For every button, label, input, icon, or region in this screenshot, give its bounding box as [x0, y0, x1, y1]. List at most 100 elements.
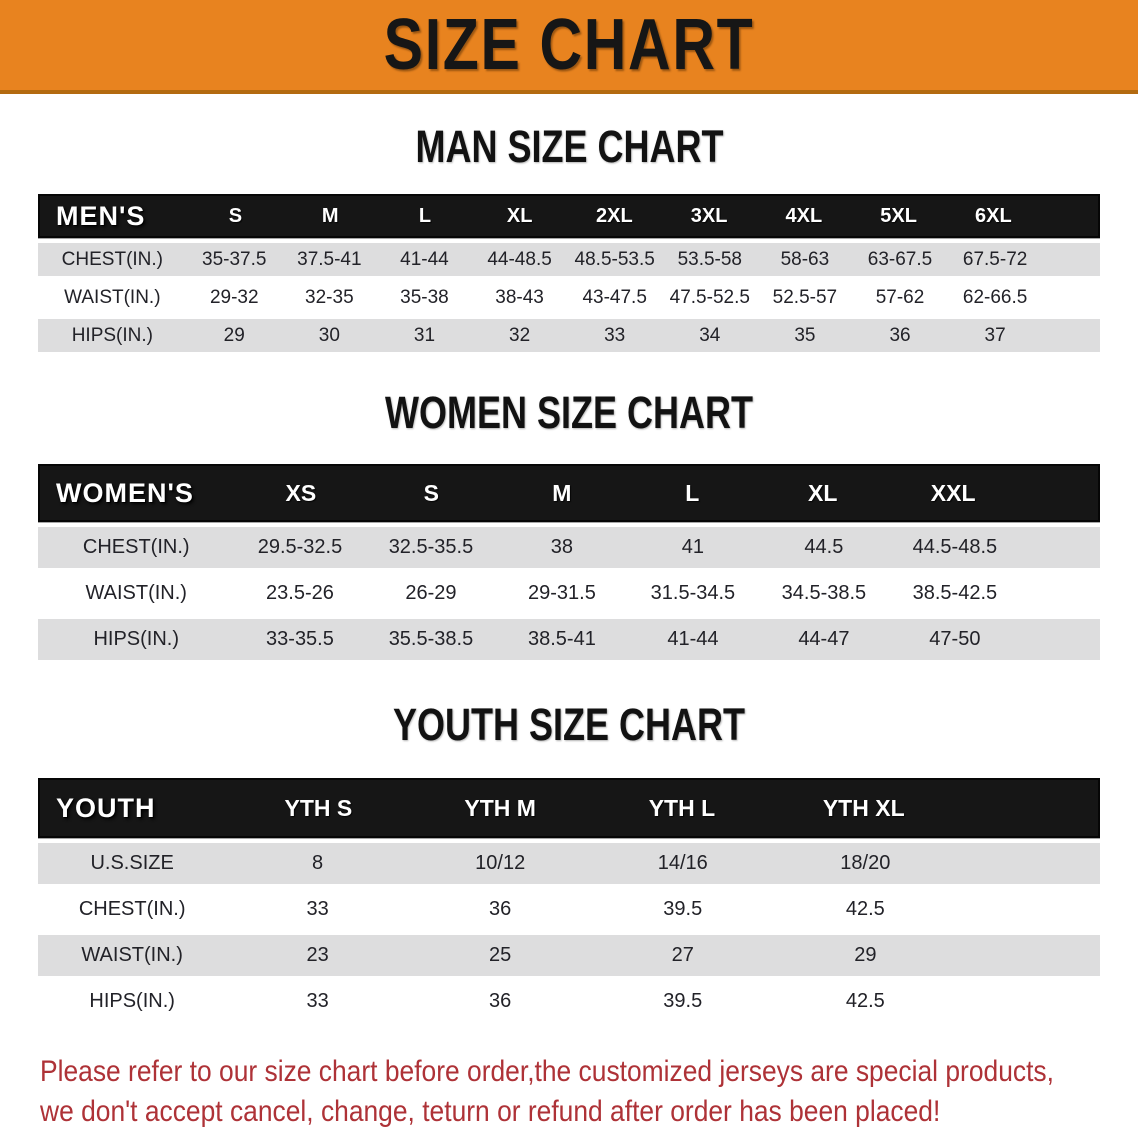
size-value: 38 — [550, 536, 574, 558]
table-row: CHEST(IN.) 33 36 39.5 42.5 — [38, 889, 1100, 930]
row-label: WAIST(IN.) — [81, 944, 183, 966]
women-size-table: WOMEN'S XS S M L XL XXL CHEST(IN.) 29.5-32.5 32.5… — [38, 464, 1100, 660]
table-row: HIPS(IN.) 33-35.5 35.5-38.5 38.5-41 41-44 44-… — [38, 619, 1100, 660]
table-header-row: YOUTH YTH S YTH M YTH L YTH XL — [38, 778, 1100, 838]
table-corner-label: MEN'S — [56, 200, 146, 231]
disclaimer: Please refer to our size chart before or… — [40, 1052, 1138, 1131]
size-value: 29 — [223, 324, 245, 346]
size-column-header: 2XL — [596, 204, 633, 227]
row-label: WAIST(IN.) — [64, 286, 161, 308]
size-value: 33 — [306, 898, 329, 920]
size-value: 27 — [671, 944, 694, 966]
size-column-header: YTH L — [648, 794, 716, 821]
men-section-title: MAN SIZE CHART — [0, 121, 1138, 172]
women-size-section: WOMEN SIZE CHART WOMEN'S XS S M L XL XXL CHEST(… — [0, 387, 1138, 660]
size-value: 57-62 — [875, 286, 925, 308]
size-value: 41-44 — [400, 248, 449, 270]
size-value: 35.5-38.5 — [388, 628, 474, 650]
size-value: 33-35.5 — [266, 628, 334, 650]
size-column-header: M — [552, 479, 572, 506]
size-value: 63-67.5 — [867, 248, 933, 270]
size-column-header: 5XL — [880, 204, 917, 227]
size-value: 31.5-34.5 — [650, 582, 736, 604]
row-label: WAIST(IN.) — [85, 582, 187, 604]
size-value: 36 — [889, 324, 911, 346]
row-label: HIPS(IN.) — [93, 628, 180, 650]
size-column-header: YTH S — [284, 794, 353, 821]
size-value: 25 — [489, 944, 512, 966]
youth-section-title: YOUTH SIZE CHART — [0, 699, 1138, 750]
size-value: 34.5-38.5 — [781, 582, 867, 604]
women-section-title-text: WOMEN SIZE CHART — [384, 387, 753, 438]
size-column-header: L — [685, 479, 700, 506]
size-column-header: XXL — [930, 479, 976, 506]
size-column-header: S — [423, 479, 440, 506]
size-value: 35-37.5 — [202, 248, 267, 270]
table-row: WAIST(IN.) 23 25 27 29 — [38, 935, 1100, 976]
size-value: 32-35 — [305, 286, 354, 308]
table-header-row: MEN'S S M L XL 2XL 3XL 4XL 5XL 6XL — [38, 194, 1100, 238]
size-value: 44.5 — [804, 536, 844, 558]
size-value: 8 — [312, 852, 324, 874]
table-row: HIPS(IN.) 29 30 31 32 33 34 35 36 37 — [38, 319, 1100, 352]
size-value: 34 — [699, 324, 721, 346]
youth-size-table: YOUTH YTH S YTH M YTH L YTH XL U.S.SIZE 8 10/12… — [38, 778, 1100, 1022]
size-value: 36 — [489, 990, 512, 1012]
size-value: 33 — [306, 990, 329, 1012]
size-value: 58-63 — [780, 248, 830, 270]
row-label: CHEST(IN.) — [61, 248, 163, 270]
size-value: 38.5-42.5 — [912, 582, 998, 604]
banner: SIZE CHART — [0, 0, 1138, 94]
size-value: 36 — [489, 898, 512, 920]
size-column-header: XL — [808, 479, 838, 506]
table-header-row: WOMEN'S XS S M L XL XXL — [38, 464, 1100, 522]
size-column-header: XL — [506, 204, 533, 227]
size-value: 44-48.5 — [487, 248, 552, 270]
size-value: 39.5 — [663, 990, 703, 1012]
size-value: 42.5 — [845, 990, 885, 1012]
table-row: CHEST(IN.) 35-37.5 37.5-41 41-44 44-48.5 48.5… — [38, 243, 1100, 276]
size-column-header: L — [418, 204, 432, 227]
size-column-header: S — [228, 204, 243, 227]
size-value: 29.5-32.5 — [257, 536, 343, 558]
size-value: 41 — [681, 536, 705, 558]
row-label: CHEST(IN.) — [78, 898, 186, 920]
size-value: 10/12 — [475, 852, 526, 874]
size-value: 38.5-41 — [528, 628, 596, 650]
size-value: 48.5-53.5 — [574, 248, 655, 270]
size-value: 30 — [318, 324, 340, 346]
table-row: CHEST(IN.) 29.5-32.5 32.5-35.5 38 41 44.5 44.5… — [38, 527, 1100, 568]
size-value: 35-38 — [400, 286, 449, 308]
row-label: HIPS(IN.) — [89, 990, 175, 1012]
size-value: 32.5-35.5 — [388, 536, 474, 558]
size-value: 33 — [604, 324, 626, 346]
size-value: 32 — [509, 324, 531, 346]
size-value: 43-47.5 — [582, 286, 647, 308]
size-value: 31 — [413, 324, 436, 346]
women-section-title: WOMEN SIZE CHART — [0, 387, 1138, 438]
size-value: 14/16 — [657, 852, 708, 874]
youth-section-title-text: YOUTH SIZE CHART — [392, 699, 745, 750]
disclaimer-line-1: Please refer to our size chart before or… — [40, 1055, 1054, 1088]
size-column-header: XS — [285, 479, 317, 506]
youth-size-section: YOUTH SIZE CHART YOUTH YTH S YTH M YTH L YTH… — [0, 699, 1138, 1022]
size-value: 38-43 — [495, 286, 544, 308]
banner-title: SIZE CHART — [383, 5, 755, 85]
size-value: 52.5-57 — [772, 286, 838, 308]
size-value: 47.5-52.5 — [669, 286, 750, 308]
table-row: HIPS(IN.) 33 36 39.5 42.5 — [38, 981, 1100, 1022]
size-value: 23.5-26 — [266, 582, 334, 604]
size-value: 39.5 — [663, 898, 703, 920]
row-label: CHEST(IN.) — [82, 536, 190, 558]
row-label: U.S.SIZE — [90, 852, 174, 874]
size-value: 29-32 — [209, 286, 259, 308]
men-size-table: MEN'S S M L XL 2XL 3XL 4XL 5XL 6XL CHEST(IN.) 35-37… — [38, 194, 1100, 352]
size-value: 44-47 — [798, 628, 850, 650]
size-column-header: 4XL — [785, 204, 823, 227]
size-value: 23 — [306, 944, 329, 966]
size-column-header: M — [321, 204, 339, 227]
men-size-section: MAN SIZE CHART MEN'S S M L XL 2XL 3XL 4XL 5XL 6XL… — [0, 121, 1138, 352]
table-corner-label: WOMEN'S — [56, 477, 194, 508]
size-value: 41-44 — [667, 628, 719, 650]
disclaimer-line-2: we don't accept cancel, change, teturn o… — [40, 1094, 941, 1128]
